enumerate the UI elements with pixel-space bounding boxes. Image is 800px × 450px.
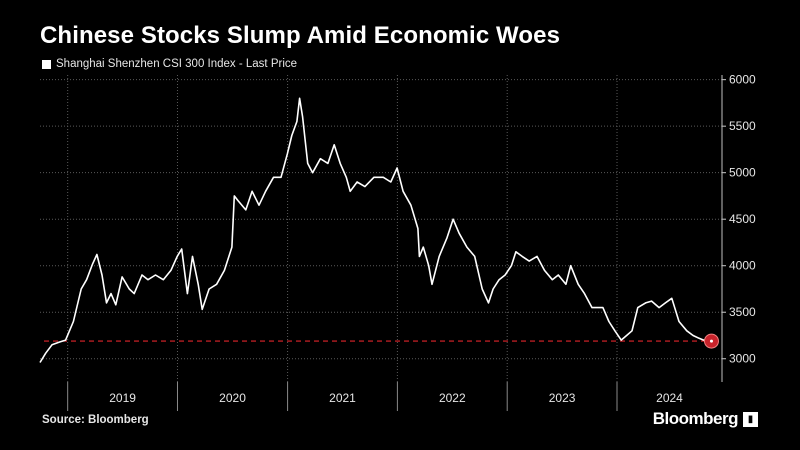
chart-title: Chinese Stocks Slump Amid Economic Woes bbox=[40, 22, 561, 49]
x-tick-label: 2019 bbox=[109, 391, 136, 405]
x-tick-label: 2022 bbox=[439, 391, 466, 405]
legend-label: Shanghai Shenzhen CSI 300 Index - Last P… bbox=[56, 58, 298, 70]
x-tick-label: 2020 bbox=[219, 391, 246, 405]
legend-swatch bbox=[42, 59, 51, 69]
y-tick-label: 5500 bbox=[729, 119, 756, 133]
y-tick-label: 4500 bbox=[729, 212, 756, 226]
brand-name: Bloomberg bbox=[652, 409, 739, 428]
x-tick-label: 2021 bbox=[329, 391, 356, 405]
source-note: Source: Bloomberg bbox=[42, 414, 149, 426]
x-tick-label: 2023 bbox=[549, 391, 576, 405]
x-tick-label: 2024 bbox=[656, 391, 683, 405]
y-tick-label: 3500 bbox=[729, 305, 756, 319]
chart-icon: ▮ bbox=[743, 411, 758, 427]
y-tick-label: 6000 bbox=[729, 73, 756, 87]
last-point-dot bbox=[709, 339, 713, 343]
y-tick-label: 5000 bbox=[729, 166, 756, 180]
y-tick-label: 4000 bbox=[729, 259, 756, 273]
series-line bbox=[39, 97, 712, 363]
bloomberg-logo: Bloomberg ▮ bbox=[653, 409, 758, 429]
legend: Shanghai Shenzhen CSI 300 Index - Last P… bbox=[42, 58, 297, 70]
y-tick-label: 3000 bbox=[729, 352, 756, 366]
